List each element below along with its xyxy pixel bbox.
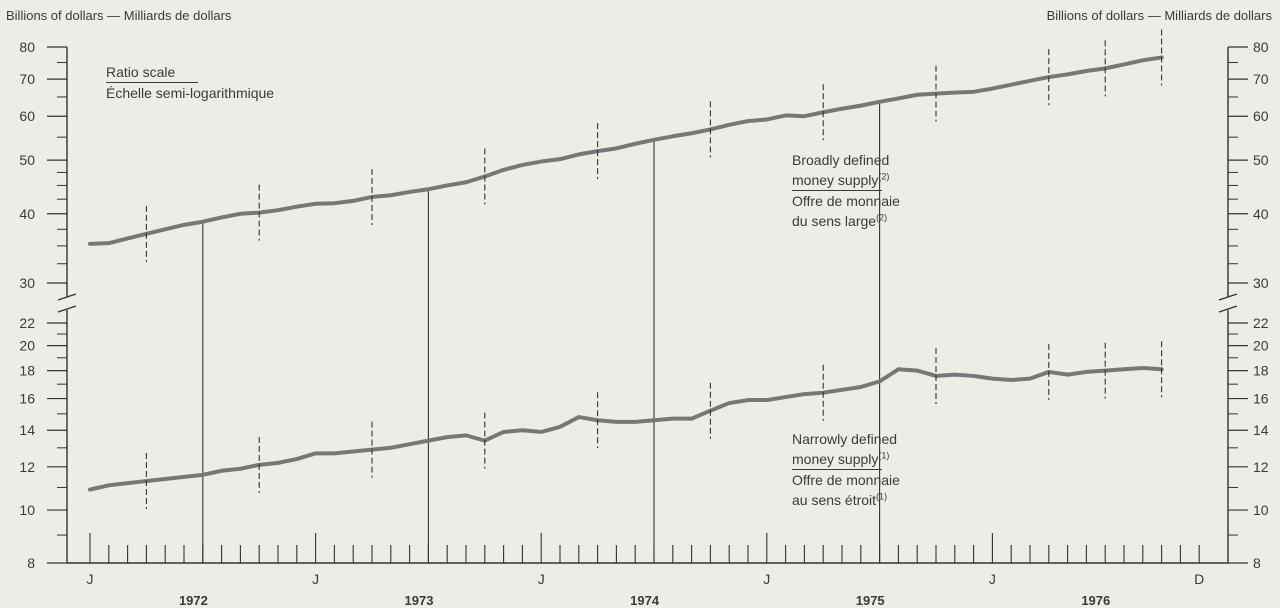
series-line-broad [88,55,1164,246]
y-axis-unit-label-right: Billions of dollars — Milliards de dolla… [1046,8,1272,23]
broad-label-note: (2) [878,171,890,182]
y-tick-label-right: 14 [1253,422,1269,438]
broad-series-label: Broadly defined money supply(2) Offre de… [792,150,900,231]
y-tick-label-left: 14 [19,422,35,438]
broad-label-en-1: Broadly defined [792,152,890,168]
quarter-markers [145,29,1163,510]
y-tick-label-right: 12 [1253,459,1269,475]
y-tick-label-right: 16 [1253,391,1269,407]
x-month-label: J [538,571,545,587]
year-dividers [202,101,881,563]
narrow-label-note-fr: (1) [876,491,888,502]
narrow-label-fr-2: au sens étroit [792,492,877,508]
y-tick-label-left: 16 [19,391,35,407]
axis-break-right [1218,293,1238,313]
y-tick-label-left: 80 [19,39,35,55]
narrow-label-note: (1) [878,450,890,461]
broad-label-note-fr: (2) [876,212,888,223]
scale-note-rule [106,82,198,83]
narrow-label-en-1: Narrowly defined [792,431,898,447]
scale-note: Ratio scale Échelle semi-logarithmique [106,62,274,103]
y-tick-label-left: 20 [19,338,35,354]
y-tick-label-left: 40 [19,206,35,222]
x-year-label: 1972 [179,593,208,608]
ticks: 8 8 10 10 12 12 14 14 16 16 18 18 20 20 22 22 30 30 40 40 50… [19,39,1268,608]
x-month-label: J [763,571,770,587]
y-tick-label-left: 30 [19,275,35,291]
y-tick-label-left: 50 [19,152,35,168]
x-month-label: J [989,571,996,587]
y-tick-label-right: 20 [1253,338,1269,354]
y-tick-label-right: 30 [1253,275,1269,291]
x-month-label: J [312,571,319,587]
broad-label-en-2: money supply [792,172,879,188]
y-tick-label-left: 60 [19,108,35,124]
scale-note-fr: Échelle semi-logarithmique [106,85,275,101]
y-tick-label-right: 40 [1253,206,1269,222]
series-line-narrow [88,365,1164,492]
narrow-label-fr-1: Offre de monnaie [792,472,900,488]
y-tick-label-right: 60 [1253,108,1269,124]
x-month-label: J [87,571,94,587]
narrow-label-rule [792,469,882,470]
narrow-label-en-2: money supply [792,451,879,467]
series-lines [88,55,1164,492]
x-year-label: 1973 [405,593,434,608]
scale-note-en: Ratio scale [106,64,176,80]
broad-label-rule [792,190,882,191]
narrow-series-label: Narrowly defined money supply(1) Offre d… [792,429,900,510]
y-tick-label-right: 50 [1253,152,1269,168]
broad-label-fr-1: Offre de monnaie [792,193,900,209]
x-year-label: 1976 [1081,593,1110,608]
axis-break-left [57,293,77,313]
y-tick-label-left: 22 [19,315,35,331]
x-year-label: 1974 [630,593,660,608]
y-tick-label-right: 80 [1253,39,1269,55]
y-tick-label-right: 18 [1253,363,1269,379]
y-tick-label-right: 10 [1253,502,1269,518]
y-tick-label-right: 8 [1253,555,1261,571]
y-tick-label-right: 22 [1253,315,1269,331]
y-axis-unit-label-left: Billions of dollars — Milliards de dolla… [6,8,232,23]
y-tick-label-left: 10 [19,502,35,518]
y-tick-label-left: 70 [19,71,35,87]
x-month-label: D [1194,571,1204,587]
x-year-label: 1975 [856,593,885,608]
axes [57,47,1238,564]
y-tick-label-left: 18 [19,363,35,379]
y-tick-label-left: 8 [27,555,35,571]
y-tick-label-right: 70 [1253,71,1269,87]
broad-label-fr-2: du sens large [792,213,877,229]
y-tick-label-left: 12 [19,459,35,475]
